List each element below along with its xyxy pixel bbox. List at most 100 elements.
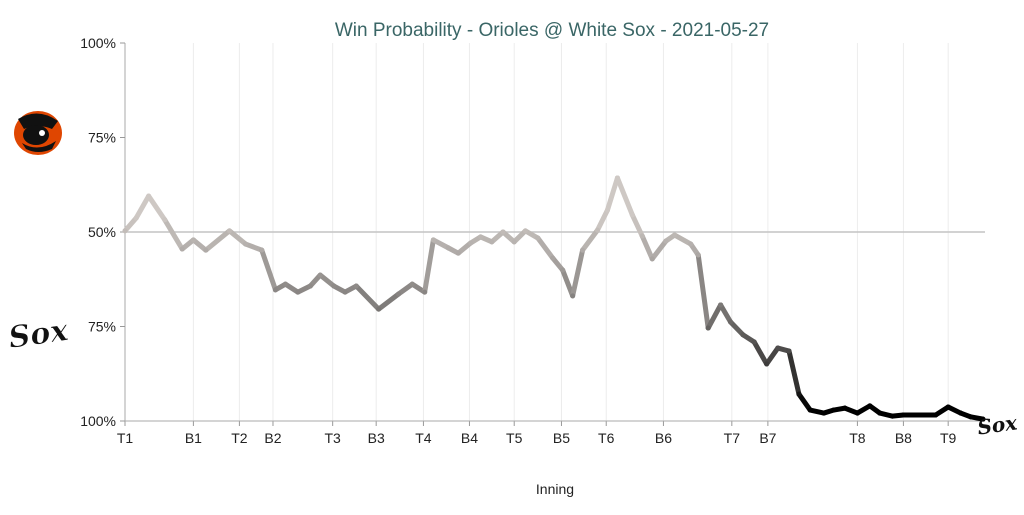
data-point — [133, 215, 139, 221]
line-segment — [796, 391, 813, 413]
data-point — [272, 287, 278, 293]
data-point — [455, 250, 461, 256]
data-point — [854, 410, 860, 416]
x-tick-label: B6 — [655, 430, 672, 446]
white-sox-logo-icon: Sox — [6, 313, 72, 357]
data-point — [179, 246, 185, 252]
x-tick-label: T7 — [724, 430, 741, 446]
line-segment — [455, 240, 474, 256]
data-point — [122, 228, 128, 234]
line-segment — [550, 255, 566, 273]
line-segment — [672, 232, 694, 247]
line-segment — [190, 237, 209, 253]
line-segment — [570, 247, 586, 299]
data-point — [915, 412, 921, 418]
x-axis-label: Inning — [536, 481, 574, 497]
data-point — [614, 175, 620, 181]
data-point — [331, 283, 337, 289]
line-segment — [639, 233, 655, 262]
svg-text:Sox: Sox — [976, 410, 1020, 439]
data-point — [821, 410, 827, 416]
data-point — [740, 332, 746, 338]
line-segment — [243, 241, 265, 253]
data-point — [190, 237, 196, 243]
data-point — [672, 232, 678, 238]
line-segment — [162, 217, 185, 252]
line-segment — [133, 193, 152, 221]
data-point — [751, 339, 757, 345]
y-tick-label: 75% — [88, 130, 116, 146]
data-point — [728, 319, 734, 325]
x-tick-label: B8 — [895, 430, 912, 446]
data-point — [831, 407, 837, 413]
y-tick-label: 75% — [88, 319, 116, 335]
data-point — [775, 345, 781, 351]
line-segment — [422, 237, 436, 295]
line-segment — [728, 319, 746, 338]
white-sox-end-logo-icon: Sox — [976, 410, 1020, 439]
data-point — [468, 240, 474, 246]
x-tick-label: T4 — [415, 430, 432, 446]
line-segment — [751, 339, 770, 367]
axes: T1 B1 T2 B2 T3 B3 T4 B4 T5 B5 T6 B6 T7 B7 T8 B8 T9 100% 75… — [80, 35, 985, 446]
data-point — [409, 281, 415, 287]
data-point — [500, 229, 506, 235]
data-point — [980, 416, 986, 422]
line-segment — [353, 283, 382, 312]
line-segment — [317, 272, 337, 289]
line-segment — [396, 281, 415, 297]
line-segment — [430, 237, 451, 251]
data-point — [203, 247, 209, 253]
data-point — [342, 289, 348, 295]
data-point — [639, 233, 645, 239]
data-point — [764, 361, 770, 367]
data-point — [968, 414, 974, 420]
line-segment — [695, 252, 711, 331]
svg-text:Sox: Sox — [6, 313, 71, 356]
line-segment — [535, 235, 556, 261]
x-tick-label: T9 — [940, 430, 957, 446]
data-point — [259, 247, 265, 253]
data-point — [842, 405, 848, 411]
data-point — [353, 283, 359, 289]
line-segment — [705, 302, 724, 331]
data-point — [807, 407, 813, 413]
data-point — [649, 256, 655, 262]
x-tick-label: B3 — [368, 430, 385, 446]
data-point — [570, 293, 576, 299]
x-tick-label: T5 — [506, 430, 523, 446]
x-tick-label: T2 — [231, 430, 248, 446]
data-point — [595, 227, 601, 233]
data-point — [430, 237, 436, 243]
orioles-logo-icon — [14, 111, 62, 155]
line-segment — [580, 227, 601, 253]
x-tick-label: T6 — [598, 430, 615, 446]
data-point — [958, 410, 964, 416]
data-point — [295, 289, 301, 295]
line-segment — [614, 175, 635, 218]
data-point — [786, 348, 792, 354]
line-segment — [560, 267, 576, 299]
data-point — [796, 391, 802, 397]
data-point — [560, 267, 566, 273]
line-segment — [718, 302, 734, 325]
data-point — [226, 228, 232, 234]
data-point — [243, 241, 249, 247]
series-line — [122, 175, 986, 422]
data-point — [867, 403, 873, 409]
data-point — [376, 306, 382, 312]
data-point — [478, 234, 484, 240]
data-point — [663, 238, 669, 244]
data-point — [282, 281, 288, 287]
line-segment — [226, 228, 249, 247]
data-point — [580, 247, 586, 253]
y-tick-label: 100% — [80, 413, 116, 429]
data-point — [489, 239, 495, 245]
x-tick-label: T1 — [117, 430, 134, 446]
data-point — [695, 252, 701, 258]
data-point — [933, 412, 939, 418]
x-tick-label: B2 — [264, 430, 281, 446]
line-segment — [604, 175, 620, 213]
line-segment — [649, 238, 669, 262]
